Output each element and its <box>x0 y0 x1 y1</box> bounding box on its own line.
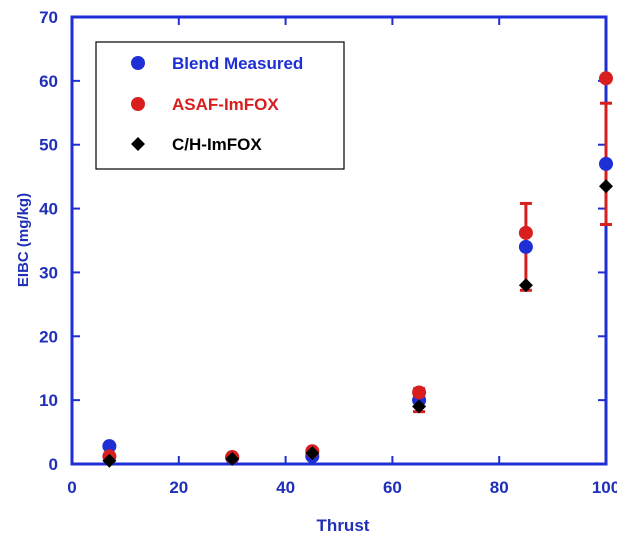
x-tick-label: 20 <box>169 478 188 497</box>
plot-area: 0 20 40 60 80 100 0 10 20 30 40 50 60 70 <box>39 8 617 497</box>
data-point-c-h-imfox <box>599 179 613 194</box>
y-tick-label: 20 <box>39 327 58 346</box>
legend-label-blend-measured: Blend Measured <box>172 54 303 73</box>
data-point-c-h-imfox <box>412 399 427 414</box>
data-point-c-h-imfox <box>305 446 320 461</box>
y-tick-label: 60 <box>39 72 58 91</box>
x-axis-label: Thrust <box>317 516 370 535</box>
y-tick-label: 40 <box>39 200 58 219</box>
y-tick-label: 50 <box>39 136 58 155</box>
y-tick-label: 0 <box>49 455 58 474</box>
y-tick-label: 10 <box>39 391 58 410</box>
data-point-c-h-imfox <box>518 278 533 293</box>
data-point-c-h-imfox <box>225 451 240 466</box>
data-point-asaf-imfox <box>518 225 533 240</box>
y-tick-label: 30 <box>39 263 58 282</box>
legend-marker-asaf-imfox <box>131 97 145 111</box>
data-point-asaf-imfox <box>599 71 613 86</box>
data-point-blend-measured <box>102 439 117 454</box>
legend-label-c-h-imfox: C/H-ImFOX <box>172 135 262 154</box>
data-point-blend-measured <box>599 156 613 171</box>
legend-marker-blend-measured <box>131 56 145 70</box>
x-tick-label: 0 <box>67 478 76 497</box>
x-tick-label: 60 <box>383 478 402 497</box>
plot-frame <box>70 15 608 466</box>
x-tick-label: 40 <box>276 478 295 497</box>
data-point-c-h-imfox <box>102 453 117 468</box>
y-tick-label: 70 <box>39 8 58 27</box>
data-point-blend-measured <box>518 239 533 254</box>
x-tick-label: 100 <box>592 478 617 497</box>
x-tick-label: 80 <box>490 478 509 497</box>
legend-label-asaf-imfox: ASAF-ImFOX <box>172 95 279 114</box>
legend: Blend Measured ASAF-ImFOX C/H-ImFOX <box>95 41 345 170</box>
legend-marker-c-h-imfox <box>131 137 145 151</box>
y-axis-label: EIBC (mg/kg) <box>15 193 32 287</box>
data-point-asaf-imfox <box>412 385 427 400</box>
